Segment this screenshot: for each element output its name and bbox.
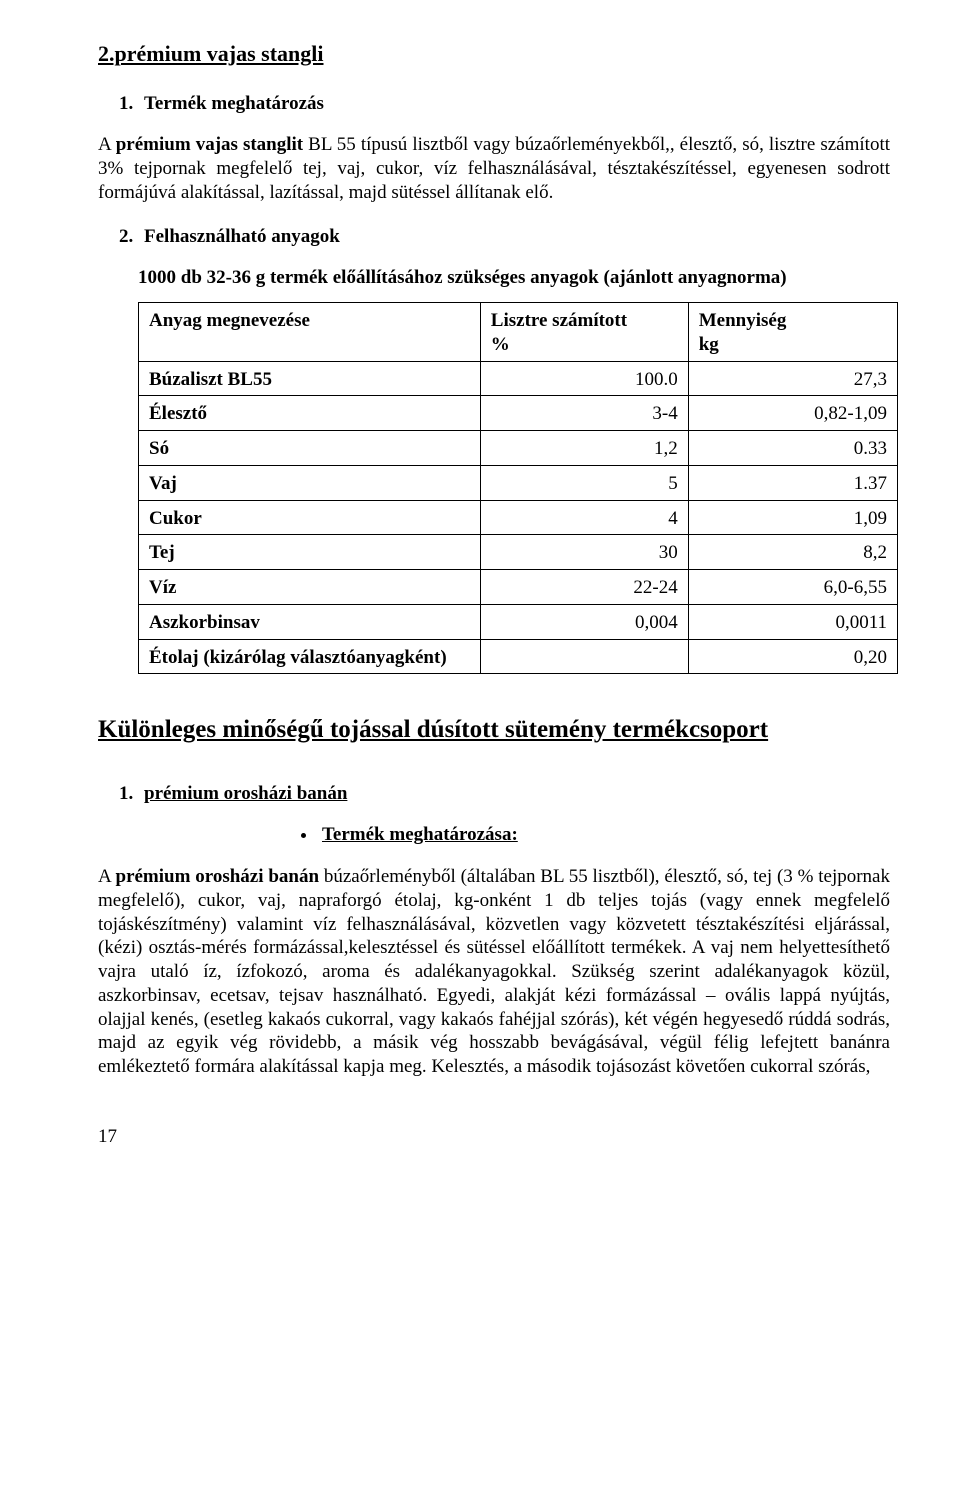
cell-pct: 100.0	[480, 361, 688, 396]
col-header-pct-sub: %	[491, 334, 510, 355]
cell-name: Aszkorbinsav	[139, 604, 481, 639]
table-row: Búzaliszt BL55100.027,3	[139, 361, 898, 396]
product-list: prémium orosházi banán	[98, 782, 890, 806]
list-item-product-1: prémium orosházi banán	[138, 782, 890, 806]
p1-lead: A	[98, 866, 116, 887]
cell-name: Élesztő	[139, 396, 481, 431]
table-header-row: Anyag megnevezése Lisztre számított % Me…	[139, 303, 898, 362]
cell-name: Étolaj (kizárólag választóanyagként)	[139, 639, 481, 674]
cell-pct	[480, 639, 688, 674]
cell-pct: 22-24	[480, 570, 688, 605]
cell-qty: 0,0011	[688, 604, 897, 639]
p1-product-name: prémium orosházi banán	[116, 866, 320, 887]
definition-paragraph: A prémium vajas stanglit BL 55 típusú li…	[98, 133, 890, 204]
cell-qty: 0.33	[688, 431, 897, 466]
product-def-label-item: Termék meghatározása:	[318, 823, 890, 847]
cell-name: Tej	[139, 535, 481, 570]
cell-name: Cukor	[139, 500, 481, 535]
definition-list: Termék meghatározás	[98, 92, 890, 116]
product-1-heading: prémium orosházi banán	[144, 783, 347, 804]
list-item-definition: Termék meghatározás	[138, 92, 890, 116]
cell-qty: 0,82-1,09	[688, 396, 897, 431]
cell-qty: 1.37	[688, 465, 897, 500]
table-row: Vaj51.37	[139, 465, 898, 500]
cell-name: Víz	[139, 570, 481, 605]
col-header-qty-top: Mennyiség	[699, 310, 787, 331]
materials-table: Anyag megnevezése Lisztre számított % Me…	[138, 302, 898, 674]
col-header-name-text: Anyag megnevezése	[149, 310, 310, 331]
cell-pct: 3-4	[480, 396, 688, 431]
table-row: Tej308,2	[139, 535, 898, 570]
table-row: Só1,20.33	[139, 431, 898, 466]
col-header-pct-top: Lisztre számított	[491, 310, 627, 331]
table-row: Élesztő3-40,82-1,09	[139, 396, 898, 431]
definition-heading: Termék meghatározás	[144, 93, 324, 114]
norm-intro-line: 1000 db 32-36 g termék előállításához sz…	[138, 266, 890, 290]
col-header-qty-sub: kg	[699, 334, 719, 355]
col-header-qty: Mennyiség kg	[688, 303, 897, 362]
cell-qty: 1,09	[688, 500, 897, 535]
cell-pct: 5	[480, 465, 688, 500]
cell-pct: 30	[480, 535, 688, 570]
materials-heading: Felhasználható anyagok	[144, 226, 340, 247]
cell-name: Só	[139, 431, 481, 466]
list-item-materials: Felhasználható anyagok	[138, 225, 890, 249]
cell-name: Búzaliszt BL55	[139, 361, 481, 396]
col-header-pct: Lisztre számított %	[480, 303, 688, 362]
cell-pct: 4	[480, 500, 688, 535]
definition-product-name: prémium vajas stanglit	[116, 134, 303, 155]
cell-name: Vaj	[139, 465, 481, 500]
col-header-name: Anyag megnevezése	[139, 303, 481, 362]
definition-bold-lead: A	[98, 134, 116, 155]
cell-qty: 27,3	[688, 361, 897, 396]
table-row: Víz22-246,0-6,55	[139, 570, 898, 605]
product-def-bullet: Termék meghatározása:	[318, 823, 890, 847]
product-1-paragraph: A prémium orosházi banán búzaőrleményből…	[98, 865, 890, 1079]
cell-qty: 0,20	[688, 639, 897, 674]
page-number: 17	[98, 1125, 890, 1149]
product-group-title: Különleges minőségű tojással dúsított sü…	[98, 714, 890, 745]
cell-pct: 1,2	[480, 431, 688, 466]
table-row: Cukor41,09	[139, 500, 898, 535]
p1-rest: búzaőrleményből (általában BL 55 lisztbő…	[98, 866, 890, 1077]
cell-pct: 0,004	[480, 604, 688, 639]
product-def-label: Termék meghatározása:	[322, 824, 518, 845]
table-row: Étolaj (kizárólag választóanyagként) 0,20	[139, 639, 898, 674]
table-row: Aszkorbinsav0,0040,0011	[139, 604, 898, 639]
materials-list: Felhasználható anyagok	[98, 225, 890, 249]
cell-qty: 6,0-6,55	[688, 570, 897, 605]
cell-qty: 8,2	[688, 535, 897, 570]
section-title: 2.prémium vajas stangli	[98, 40, 890, 68]
